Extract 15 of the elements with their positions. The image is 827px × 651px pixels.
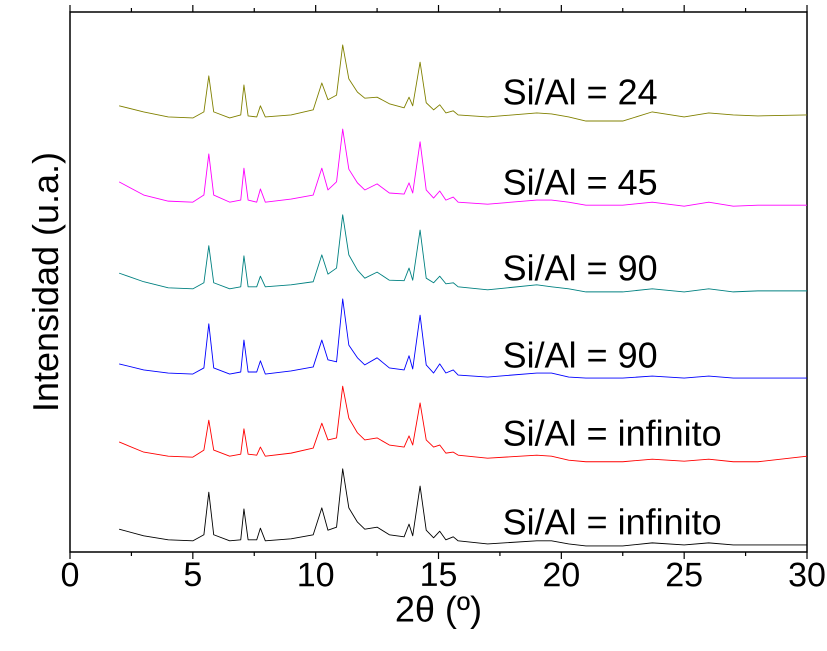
y-axis-title: Intensidad (u.a.)	[32, 154, 66, 409]
x-tick-label: 5	[184, 562, 201, 586]
series-label: Si/Al = 90	[504, 254, 656, 281]
x-tick-label: 25	[666, 562, 702, 587]
series-label: Si/Al = infinito	[504, 420, 720, 446]
x-tick-label: 30	[789, 562, 825, 587]
series-label: Si/Al = infinito	[504, 508, 720, 535]
x-tick-label: 0	[62, 562, 78, 587]
series-label: Si/Al = 24	[504, 78, 657, 105]
x-tick-label: 20	[544, 562, 579, 587]
x-axis-title: 2θ (º)	[396, 595, 480, 630]
series-label: Si/Al = 90	[504, 341, 656, 368]
series-label: Si/Al = 45	[504, 168, 656, 195]
x-tick-label: 15	[422, 562, 456, 586]
x-tick-label: 10	[299, 562, 334, 587]
